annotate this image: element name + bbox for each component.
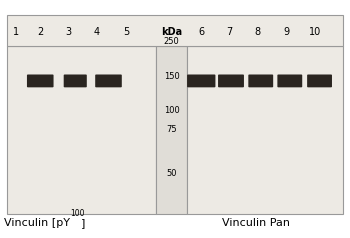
FancyBboxPatch shape: [27, 74, 54, 87]
Text: 3: 3: [65, 27, 71, 37]
Text: 9: 9: [283, 27, 289, 37]
Text: 6: 6: [198, 27, 204, 37]
Text: 1: 1: [13, 27, 19, 37]
FancyBboxPatch shape: [307, 74, 332, 87]
Bar: [156, 46, 187, 214]
Text: 10: 10: [309, 27, 321, 37]
FancyBboxPatch shape: [277, 74, 302, 87]
Text: 8: 8: [254, 27, 260, 37]
Text: 50: 50: [166, 169, 177, 178]
FancyBboxPatch shape: [95, 74, 122, 87]
Text: Vinculin [pY: Vinculin [pY: [4, 218, 70, 228]
Text: 7: 7: [226, 27, 232, 37]
FancyBboxPatch shape: [248, 74, 273, 87]
FancyBboxPatch shape: [64, 74, 87, 87]
FancyBboxPatch shape: [218, 74, 244, 87]
Text: 100: 100: [70, 209, 84, 218]
Bar: [7, 46, 156, 214]
Text: 4: 4: [93, 27, 99, 37]
Bar: [187, 46, 343, 214]
Text: Vinculin Pan: Vinculin Pan: [222, 218, 289, 228]
FancyBboxPatch shape: [187, 74, 215, 87]
Text: 2: 2: [37, 27, 43, 37]
Text: 250: 250: [164, 37, 179, 46]
Text: kDa: kDa: [161, 27, 182, 37]
Text: 75: 75: [166, 125, 177, 134]
Text: 100: 100: [164, 106, 179, 115]
Text: 5: 5: [123, 27, 129, 37]
Text: 150: 150: [164, 72, 179, 81]
Text: ]: ]: [80, 218, 85, 228]
Bar: [7, 15, 343, 46]
